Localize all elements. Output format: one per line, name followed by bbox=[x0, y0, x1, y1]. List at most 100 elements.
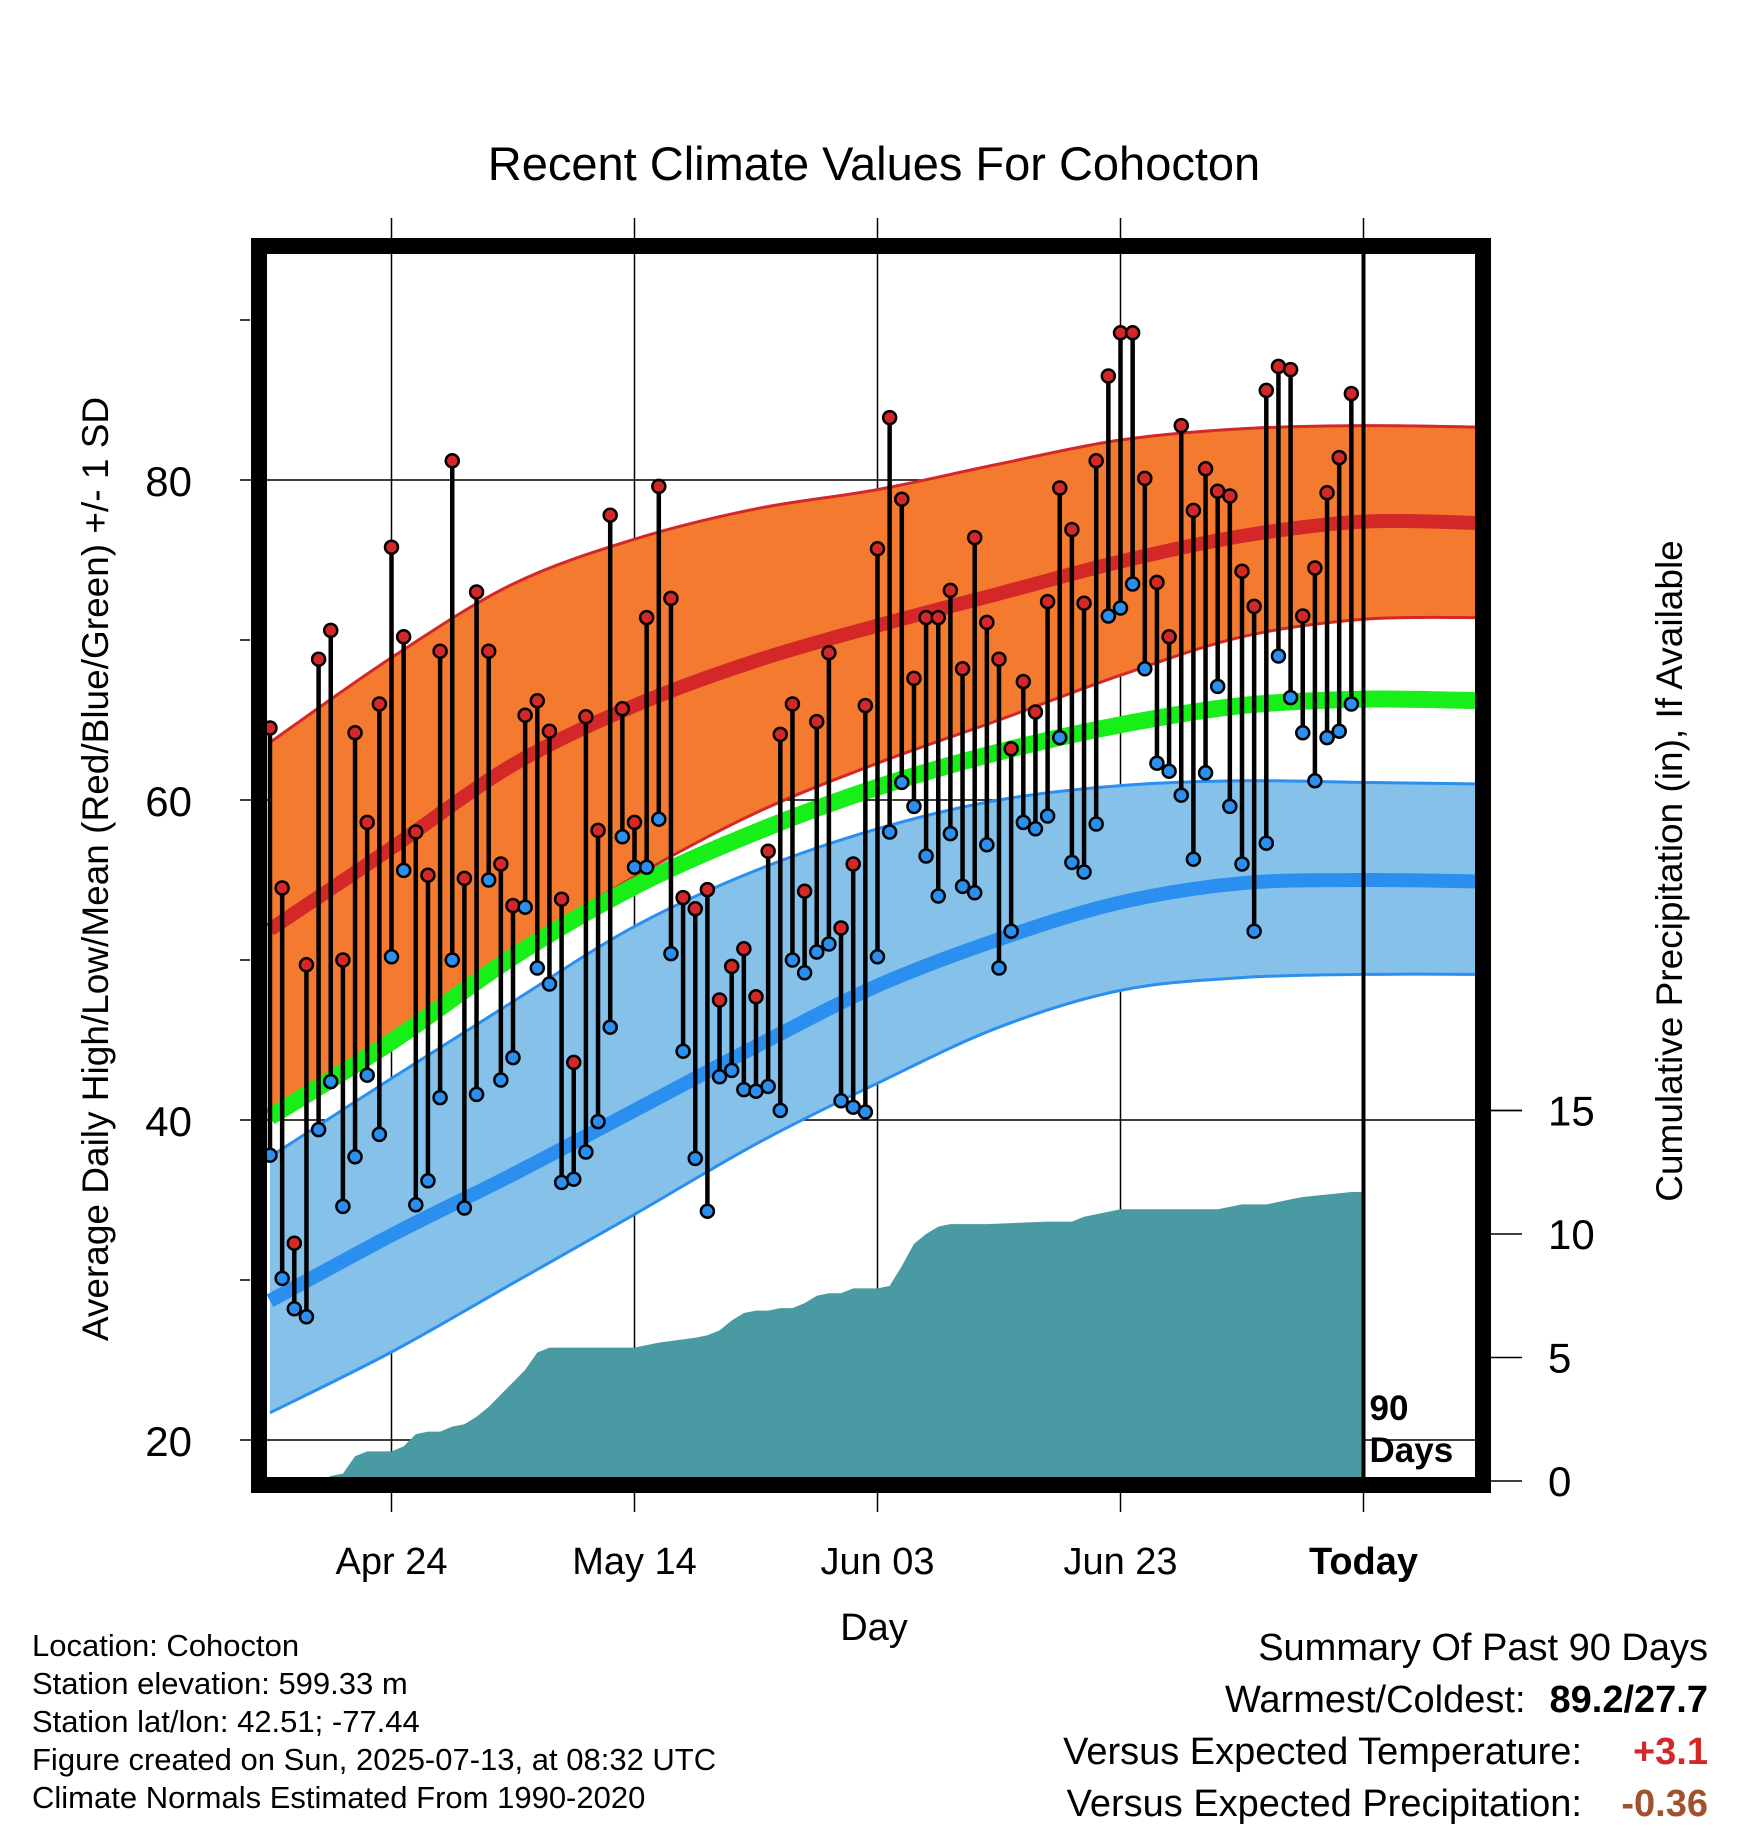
elevation-text: Station elevation: 599.33 m bbox=[32, 1666, 408, 1701]
daily-high-point bbox=[942, 582, 959, 599]
daily-high-point bbox=[723, 958, 740, 975]
daily-high-point bbox=[541, 723, 558, 739]
daily-high-point bbox=[1343, 385, 1360, 402]
daily-low-point bbox=[541, 976, 558, 992]
daily-high-point bbox=[626, 814, 643, 831]
daily-low-point bbox=[906, 798, 922, 815]
today-marker-word: Days bbox=[1370, 1431, 1454, 1470]
daily-low-point bbox=[408, 1197, 424, 1213]
y-axis-title: Average Daily High/Low/Mean (Red/Blue/Gr… bbox=[75, 397, 116, 1341]
x-tick-label: Today bbox=[1309, 1541, 1418, 1583]
location-text: Location: Cohocton bbox=[32, 1628, 300, 1663]
daily-low-point bbox=[505, 1049, 521, 1066]
daily-low-point bbox=[578, 1144, 594, 1160]
daily-high-point bbox=[760, 843, 776, 859]
daily-high-point bbox=[1124, 325, 1141, 341]
daily-high-point bbox=[1039, 593, 1056, 610]
daily-high-point bbox=[347, 725, 363, 741]
warm-cold-row: Warmest/Coldest: 89.2/27.7 bbox=[1063, 1674, 1708, 1726]
daily-low-point bbox=[383, 949, 400, 965]
daily-low-point bbox=[979, 837, 995, 853]
y2-tick-label: 15 bbox=[1548, 1088, 1595, 1135]
daily-high-point bbox=[1003, 741, 1019, 757]
daily-low-point bbox=[894, 774, 910, 791]
daily-low-point bbox=[1015, 814, 1032, 831]
daily-high-point bbox=[1161, 629, 1177, 645]
daily-high-point bbox=[772, 726, 789, 743]
daily-high-point bbox=[529, 693, 546, 709]
daily-high-point bbox=[468, 584, 485, 600]
daily-low-point bbox=[310, 1121, 327, 1138]
daily-low-point bbox=[480, 872, 497, 888]
x-tick-label: May 14 bbox=[572, 1541, 697, 1583]
daily-high-point bbox=[274, 880, 290, 896]
daily-high-point bbox=[784, 696, 801, 712]
daily-high-point bbox=[1149, 574, 1165, 591]
y2-tick-label: 0 bbox=[1548, 1458, 1571, 1505]
daily-low-point bbox=[675, 1043, 691, 1059]
daily-high-point bbox=[1331, 449, 1347, 466]
daily-high-point bbox=[809, 713, 825, 730]
daily-low-point bbox=[347, 1149, 363, 1165]
daily-low-point bbox=[1052, 729, 1068, 746]
daily-high-point bbox=[590, 822, 606, 839]
y-tick-label: 20 bbox=[145, 1418, 192, 1465]
low-sd-band bbox=[270, 780, 1483, 1413]
today-marker-word: 90 bbox=[1370, 1389, 1409, 1428]
daily-high-point bbox=[845, 856, 861, 872]
y-tick-label: 80 bbox=[145, 458, 192, 505]
daily-high-point bbox=[1258, 382, 1275, 399]
daily-low-point bbox=[954, 878, 971, 895]
daily-low-point bbox=[723, 1062, 740, 1079]
daily-low-point bbox=[1246, 923, 1262, 939]
daily-high-point bbox=[395, 629, 412, 645]
daily-high-point bbox=[869, 541, 886, 557]
daily-high-point bbox=[687, 901, 703, 917]
daily-high-point bbox=[1222, 488, 1238, 504]
daily-low-point bbox=[468, 1086, 485, 1103]
daily-low-point bbox=[590, 1113, 606, 1130]
daily-high-point bbox=[1088, 453, 1104, 469]
daily-high-point bbox=[1015, 673, 1032, 690]
daily-low-point bbox=[651, 811, 667, 827]
daily-high-point bbox=[821, 645, 837, 661]
daily-low-point bbox=[821, 936, 837, 952]
daily-low-point bbox=[1003, 923, 1019, 939]
daily-high-point bbox=[966, 529, 983, 546]
daily-low-point bbox=[1234, 856, 1250, 872]
daily-low-point bbox=[1173, 787, 1189, 803]
daily-low-point bbox=[529, 960, 546, 976]
daily-high-point bbox=[711, 992, 728, 1008]
daily-low-point bbox=[602, 1019, 618, 1035]
daily-high-point bbox=[602, 507, 618, 523]
daily-high-point bbox=[979, 614, 995, 631]
daily-high-point bbox=[505, 897, 521, 914]
daily-low-point bbox=[1270, 648, 1287, 664]
daily-low-point bbox=[881, 824, 898, 840]
daily-high-point bbox=[638, 609, 655, 626]
daily-low-point bbox=[1100, 608, 1117, 624]
daily-high-point bbox=[408, 824, 424, 840]
daily-low-point bbox=[699, 1203, 716, 1219]
precip-vs-expected-label: Versus Expected Precipitation: bbox=[1066, 1783, 1582, 1825]
daily-low-point bbox=[1161, 763, 1177, 779]
daily-high-point bbox=[1137, 470, 1153, 487]
daily-low-point bbox=[796, 965, 813, 981]
daily-high-point bbox=[1319, 485, 1335, 501]
daily-high-point bbox=[493, 856, 509, 872]
daily-high-point bbox=[930, 609, 946, 626]
daily-low-point bbox=[1039, 808, 1056, 824]
x-axis-title: Day bbox=[840, 1607, 908, 1649]
daily-low-point bbox=[1027, 821, 1044, 837]
daily-low-point bbox=[323, 1073, 339, 1090]
daily-high-point bbox=[286, 1235, 303, 1251]
normals-text: Climate Normals Estimated From 1990-2020 bbox=[32, 1780, 646, 1815]
warm-cold-label: Warmest/Coldest: bbox=[1224, 1679, 1526, 1721]
daily-low-point bbox=[1331, 723, 1347, 739]
summary-title: Summary Of Past 90 Days bbox=[1258, 1627, 1708, 1669]
daily-high-point bbox=[833, 920, 849, 936]
daily-high-point bbox=[383, 539, 400, 555]
series-layer bbox=[262, 325, 1483, 1481]
daily-high-point bbox=[1282, 361, 1299, 378]
